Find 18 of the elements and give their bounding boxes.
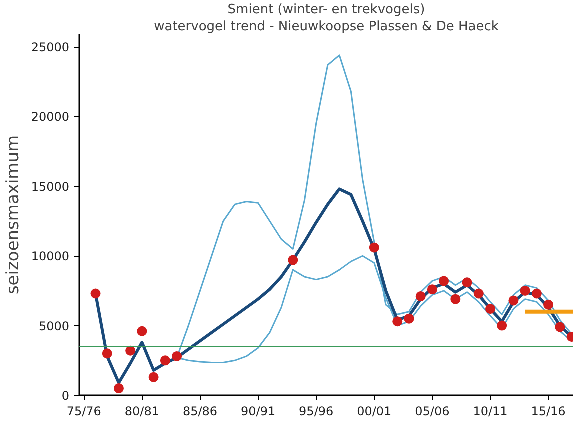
x-tick-label: 90/91 xyxy=(241,404,276,418)
y-tick-label: 25000 xyxy=(31,40,70,55)
y-tick-label: 5000 xyxy=(38,319,70,334)
y-tick-label: 20000 xyxy=(31,110,70,124)
x-tick-label: 00/01 xyxy=(357,404,392,418)
y-tick-label: 15000 xyxy=(31,180,70,194)
y-tick-label: 0 xyxy=(62,389,70,403)
x-tick-label: 15/16 xyxy=(531,404,566,418)
y-tick-label: 10000 xyxy=(31,250,70,264)
x-tick-label: 80/81 xyxy=(124,404,160,418)
chart-subtitle: watervogel trend - Nieuwkoopse Plassen & De Haeck xyxy=(154,20,500,34)
x-tick-label: 05/06 xyxy=(415,404,450,418)
x-tick-label: 95/96 xyxy=(299,404,334,418)
x-tick-label: 10/11 xyxy=(473,404,508,418)
x-tick-label: 75/76 xyxy=(66,404,102,418)
chart-title: Smient (winter- en trekvogels) xyxy=(228,2,426,18)
x-tick-label: 85/86 xyxy=(182,404,218,418)
y-axis-title: seizoensmaximum xyxy=(3,135,24,295)
